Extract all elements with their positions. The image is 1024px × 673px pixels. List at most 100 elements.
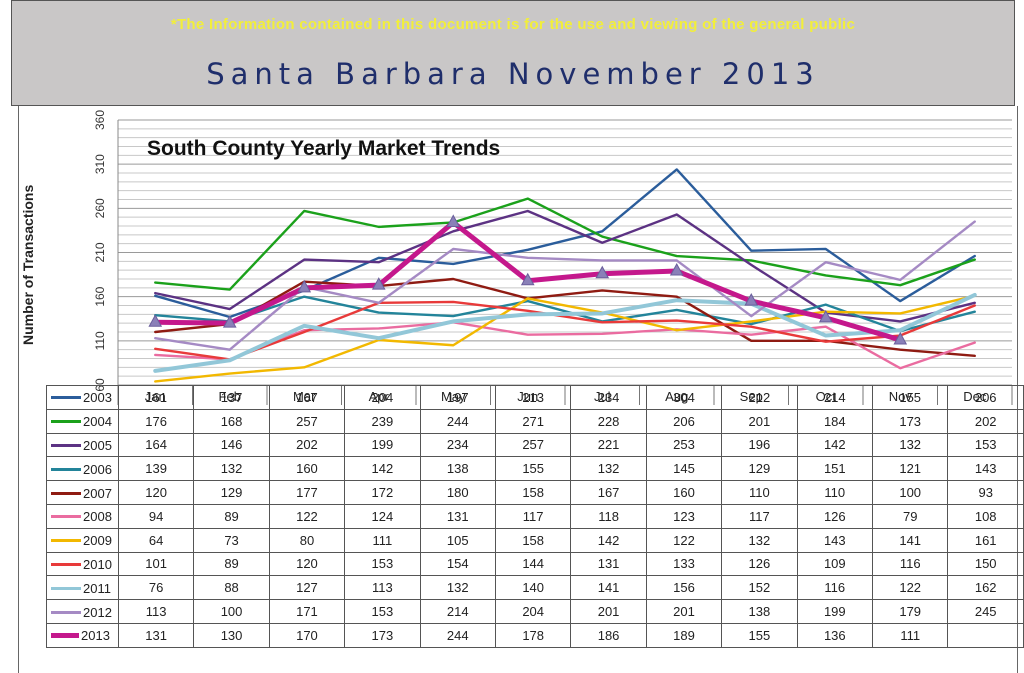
legend-entry: 2013 (46, 622, 119, 648)
table-row: 2013 131 130 170 173 244 178 186 189 155 136 111 (46, 622, 1024, 648)
table-cell: 142 (570, 527, 647, 553)
table-cell: 199 (344, 432, 421, 458)
series-2005-line (154, 209, 976, 323)
series-2011-line (153, 292, 977, 373)
legend-entry: 2008 (46, 503, 119, 529)
table-cell: 122 (645, 527, 723, 553)
legend-label: 2008 (83, 509, 112, 525)
table-cell: 132 (721, 527, 798, 553)
table-cell: 189 (645, 622, 723, 648)
series-2013-point (893, 331, 908, 345)
series-2013-point (818, 309, 833, 323)
table-cell: 124 (344, 503, 421, 529)
legend-swatch (51, 491, 81, 495)
table-cell: 111 (344, 527, 421, 553)
table-cell: 116 (871, 551, 949, 577)
table-cell: 177 (268, 480, 346, 505)
table-cell: 214 (796, 385, 874, 410)
table-row: 2010 101 89 120 153 154 144 131 133 126 109 116 150 (46, 551, 1024, 577)
table-cell: 160 (645, 480, 723, 505)
table-cell: 164 (117, 432, 195, 458)
table-cell: 228 (570, 408, 647, 434)
table-cell: 113 (344, 575, 421, 601)
table-cell: 143 (796, 527, 874, 553)
legend-swatch (51, 396, 81, 400)
table-cell: 145 (645, 456, 723, 482)
table-cell: 79 (871, 503, 949, 529)
table-cell: 206 (645, 408, 723, 434)
table-row: 2008 94 89 122 124 131 117 118 123 117 126 79 108 (46, 503, 1024, 529)
table-cell: 127 (268, 575, 346, 601)
table-cell: 73 (193, 527, 270, 553)
table-cell (947, 622, 1024, 648)
table-cell: 155 (494, 456, 572, 482)
legend-swatch (51, 563, 81, 566)
legend-swatch (51, 610, 81, 614)
table-cell: 117 (721, 503, 798, 529)
table-cell: 202 (947, 408, 1024, 434)
table-cell: 94 (117, 503, 195, 529)
table-cell: 204 (494, 599, 572, 624)
table-cell: 150 (947, 551, 1024, 577)
legend-swatch (51, 586, 81, 590)
table-cell: 118 (570, 503, 647, 529)
legend-label: 2009 (83, 533, 112, 549)
table-row: 2011 76 88 127 113 132 140 141 156 152 116 122 162 (46, 575, 1024, 601)
table-cell: 120 (268, 551, 346, 577)
table-cell: 89 (193, 551, 270, 577)
table-cell: 206 (947, 385, 1024, 410)
legend-entry: 2011 (46, 575, 119, 601)
series-2013-point (222, 315, 237, 328)
table-cell: 132 (193, 456, 270, 482)
table-cell: 173 (344, 622, 421, 648)
table-cell: 244 (419, 408, 496, 434)
series-2013-point (148, 314, 163, 327)
table-cell: 161 (117, 385, 195, 410)
table-cell: 201 (721, 408, 798, 434)
page-title: Santa Barbara November 2013 (206, 57, 820, 91)
table-cell: 111 (871, 622, 949, 648)
table-cell: 158 (494, 527, 572, 553)
table-cell: 110 (796, 480, 874, 505)
table-cell: 80 (268, 527, 346, 553)
table-cell: 197 (419, 385, 496, 410)
y-tick-label: 360 (93, 110, 107, 130)
series-2013-point (744, 293, 759, 306)
table-cell: 139 (117, 456, 195, 482)
y-tick-label: 210 (93, 242, 107, 262)
data-table: 2003 161 137 167 204 197 213 234 304 212 214 155 206… (46, 385, 1024, 648)
table-cell: 126 (721, 551, 798, 577)
table-cell: 271 (494, 408, 572, 434)
legend-entry: 2003 (46, 385, 119, 410)
table-cell: 172 (344, 480, 421, 505)
table-cell: 170 (268, 622, 346, 648)
table-cell: 88 (193, 575, 270, 601)
table-cell: 101 (117, 551, 195, 577)
table-cell: 130 (193, 622, 270, 648)
series-2010-line (154, 300, 976, 361)
legend-label: 2013 (81, 628, 110, 644)
legend-entry: 2005 (46, 432, 119, 458)
table-cell: 100 (193, 599, 270, 624)
table-cell: 126 (796, 503, 874, 529)
table-cell: 89 (193, 503, 270, 529)
table-cell: 156 (645, 575, 723, 601)
table-cell: 122 (871, 575, 949, 601)
table-cell: 202 (268, 432, 346, 458)
table-cell: 131 (117, 622, 195, 648)
table-cell: 153 (947, 432, 1024, 458)
disclaimer-text: *The Information contained in this docum… (170, 16, 856, 33)
table-cell: 155 (871, 385, 949, 410)
legend-label: 2006 (83, 461, 112, 477)
table-cell: 204 (344, 385, 421, 410)
table-cell: 121 (871, 456, 949, 482)
table-cell: 93 (947, 480, 1024, 505)
table-cell: 304 (645, 385, 723, 410)
table-cell: 108 (947, 503, 1024, 529)
table-cell: 76 (117, 575, 195, 601)
table-cell: 214 (419, 599, 496, 624)
table-cell: 201 (645, 599, 723, 624)
table-row: 2006 139 132 160 142 138 155 132 145 129 151 121 143 (46, 456, 1024, 482)
table-cell: 116 (796, 575, 874, 601)
table-cell: 131 (570, 551, 647, 577)
